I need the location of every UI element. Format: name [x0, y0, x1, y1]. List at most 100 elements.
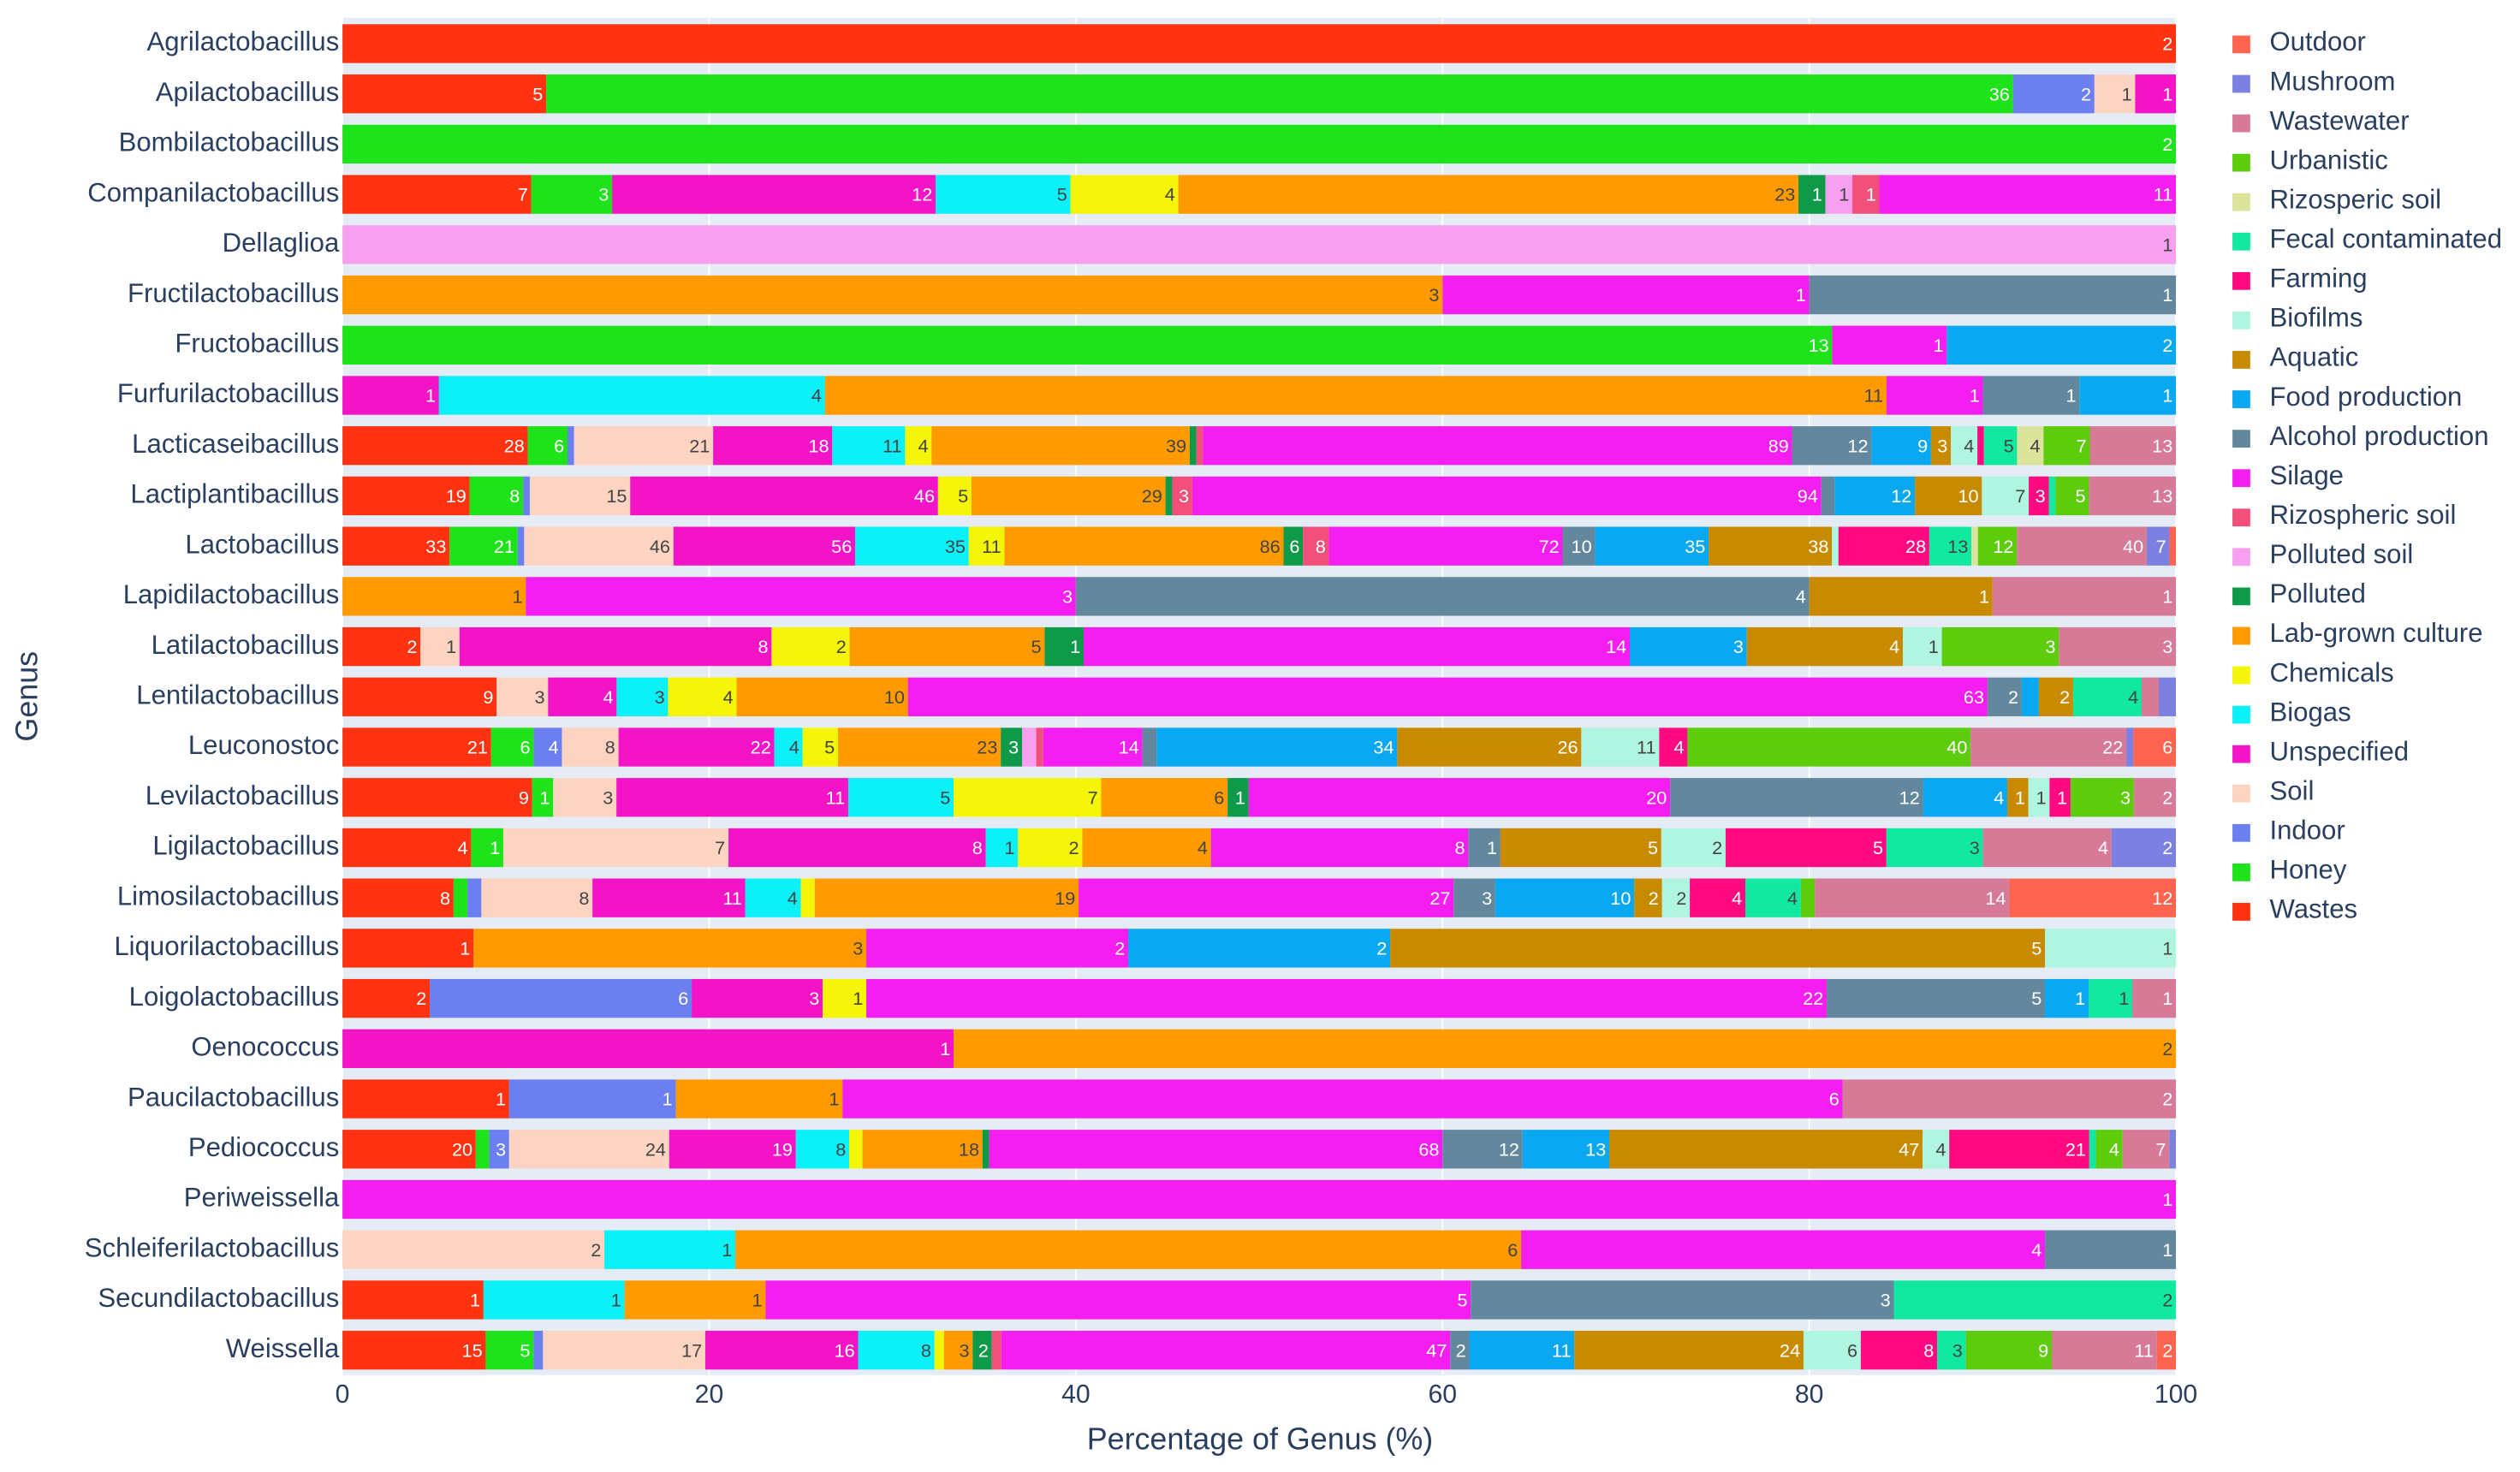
bar-segment	[2045, 1230, 2177, 1269]
bar-value-label: 20	[452, 1138, 472, 1160]
legend-swatch[interactable]	[2232, 626, 2250, 645]
bar-value-label: 2	[836, 636, 847, 657]
bar-value-label: 8	[509, 485, 520, 507]
bar-segment	[342, 1130, 476, 1169]
legend-label[interactable]: Biogas	[2269, 697, 2351, 727]
bar-segment	[449, 526, 518, 566]
legend-label[interactable]: Food production	[2269, 382, 2462, 412]
legend-swatch[interactable]	[2232, 666, 2250, 685]
legend-swatch[interactable]	[2232, 587, 2250, 606]
legend-label[interactable]: Rizospheric soil	[2269, 500, 2456, 530]
legend-swatch[interactable]	[2232, 193, 2250, 211]
bar-segment	[574, 426, 714, 466]
legend-label[interactable]: Unspecified	[2269, 736, 2409, 766]
legend-swatch[interactable]	[2232, 548, 2250, 567]
bar-value-label: 3	[598, 184, 609, 205]
bar-value-label: 38	[1808, 536, 1828, 557]
legend-label[interactable]: Biofilms	[2269, 303, 2362, 333]
legend-label[interactable]: Wastewater	[2269, 105, 2409, 135]
legend-swatch[interactable]	[2232, 430, 2250, 448]
bar-segment	[1500, 828, 1661, 868]
legend-swatch[interactable]	[2232, 232, 2250, 251]
bar-segment	[968, 526, 1005, 566]
legend-label[interactable]: Outdoor	[2269, 27, 2365, 56]
legend-swatch[interactable]	[2232, 784, 2250, 803]
bar-segment	[2038, 677, 2073, 716]
bar-segment	[837, 727, 1001, 767]
bar-segment	[2122, 1130, 2170, 1169]
bar-segment	[1903, 626, 1942, 667]
bar-value-label: 1	[2162, 938, 2172, 959]
legend-label[interactable]: Mushroom	[2269, 66, 2395, 96]
bar-segment	[1178, 175, 1799, 214]
x-tick-label: 20	[695, 1380, 724, 1409]
bar-segment	[616, 677, 669, 716]
bar-segment	[2045, 978, 2089, 1018]
legend-swatch[interactable]	[2232, 153, 2250, 172]
bar-value-label: 1	[2057, 786, 2067, 808]
bar-segment	[1982, 476, 2030, 516]
legend-label[interactable]: Honey	[2269, 855, 2346, 885]
bar-value-label: 3	[1062, 585, 1073, 607]
legend-swatch[interactable]	[2232, 903, 2250, 921]
legend-swatch[interactable]	[2232, 705, 2250, 724]
bar-value-label: 11	[2134, 1339, 2154, 1361]
legend-swatch[interactable]	[2232, 390, 2250, 408]
bar-segment	[342, 476, 470, 516]
legend-swatch[interactable]	[2232, 508, 2250, 527]
legend-swatch[interactable]	[2232, 745, 2250, 763]
bar-segment	[2095, 1130, 2123, 1169]
x-tick-label: 60	[1428, 1380, 1457, 1409]
bar-value-label: 20	[1646, 786, 1667, 808]
legend-swatch[interactable]	[2232, 114, 2250, 133]
y-tick-label: Fructilactobacillus	[128, 278, 339, 308]
legend-label[interactable]: Soil	[2269, 775, 2314, 805]
bar-segment	[934, 1330, 944, 1370]
bar-value-label: 2	[2162, 335, 2172, 356]
legend-swatch[interactable]	[2232, 863, 2250, 881]
legend-label[interactable]: Rizosperic soil	[2269, 184, 2441, 214]
bar-value-label: 1	[425, 385, 436, 407]
legend-label[interactable]: Urbanistic	[2269, 145, 2387, 175]
bar-value-label: 8	[921, 1339, 931, 1361]
legend-label[interactable]: Indoor	[2269, 816, 2345, 846]
legend-label[interactable]: Farming	[2269, 264, 2367, 294]
legend-label[interactable]: Fecal contaminated	[2269, 224, 2502, 254]
bar-value-label: 6	[520, 737, 531, 758]
legend-label[interactable]: Alcohol production	[2269, 421, 2488, 451]
legend-swatch[interactable]	[2232, 823, 2250, 842]
bar-value-label: 33	[425, 536, 446, 557]
bar-value-label: 1	[940, 1038, 950, 1059]
bar-value-label: 3	[655, 686, 665, 708]
bar-segment	[342, 878, 454, 917]
bar-segment	[1809, 275, 2177, 315]
legend-swatch[interactable]	[2232, 351, 2250, 369]
y-tick-label: Furfurilactobacillus	[117, 378, 339, 408]
bar-segment	[866, 978, 1828, 1018]
legend-label[interactable]: Wastes	[2269, 894, 2357, 924]
y-tick-label: Lactiplantibacillus	[130, 479, 339, 509]
bar-segment	[1792, 426, 1872, 466]
legend-swatch[interactable]	[2232, 271, 2250, 290]
legend-label[interactable]: Silage	[2269, 460, 2344, 490]
legend-label[interactable]: Polluted soil	[2269, 539, 2413, 569]
bar-segment	[1977, 426, 1984, 466]
legend-label[interactable]: Polluted	[2269, 579, 2365, 608]
bar-value-label: 12	[1891, 485, 1911, 507]
bar-segment	[858, 1330, 935, 1370]
bar-segment	[1659, 727, 1688, 767]
legend-swatch[interactable]	[2232, 312, 2250, 329]
legend-swatch[interactable]	[2232, 469, 2250, 488]
bar-value-label: 86	[1260, 536, 1281, 557]
bar-segment	[2070, 778, 2134, 817]
y-tick-label: Latilactobacillus	[152, 630, 340, 660]
legend-label[interactable]: Chemicals	[2269, 657, 2393, 687]
bar-segment	[342, 1280, 484, 1320]
legend-swatch[interactable]	[2232, 74, 2250, 93]
legend-swatch[interactable]	[2232, 35, 2250, 54]
bar-segment	[1661, 828, 1726, 868]
bar-segment	[1949, 1130, 2089, 1169]
legend-label[interactable]: Aquatic	[2269, 342, 2358, 372]
bar-segment	[745, 878, 801, 917]
legend-label[interactable]: Lab-grown culture	[2269, 618, 2482, 648]
